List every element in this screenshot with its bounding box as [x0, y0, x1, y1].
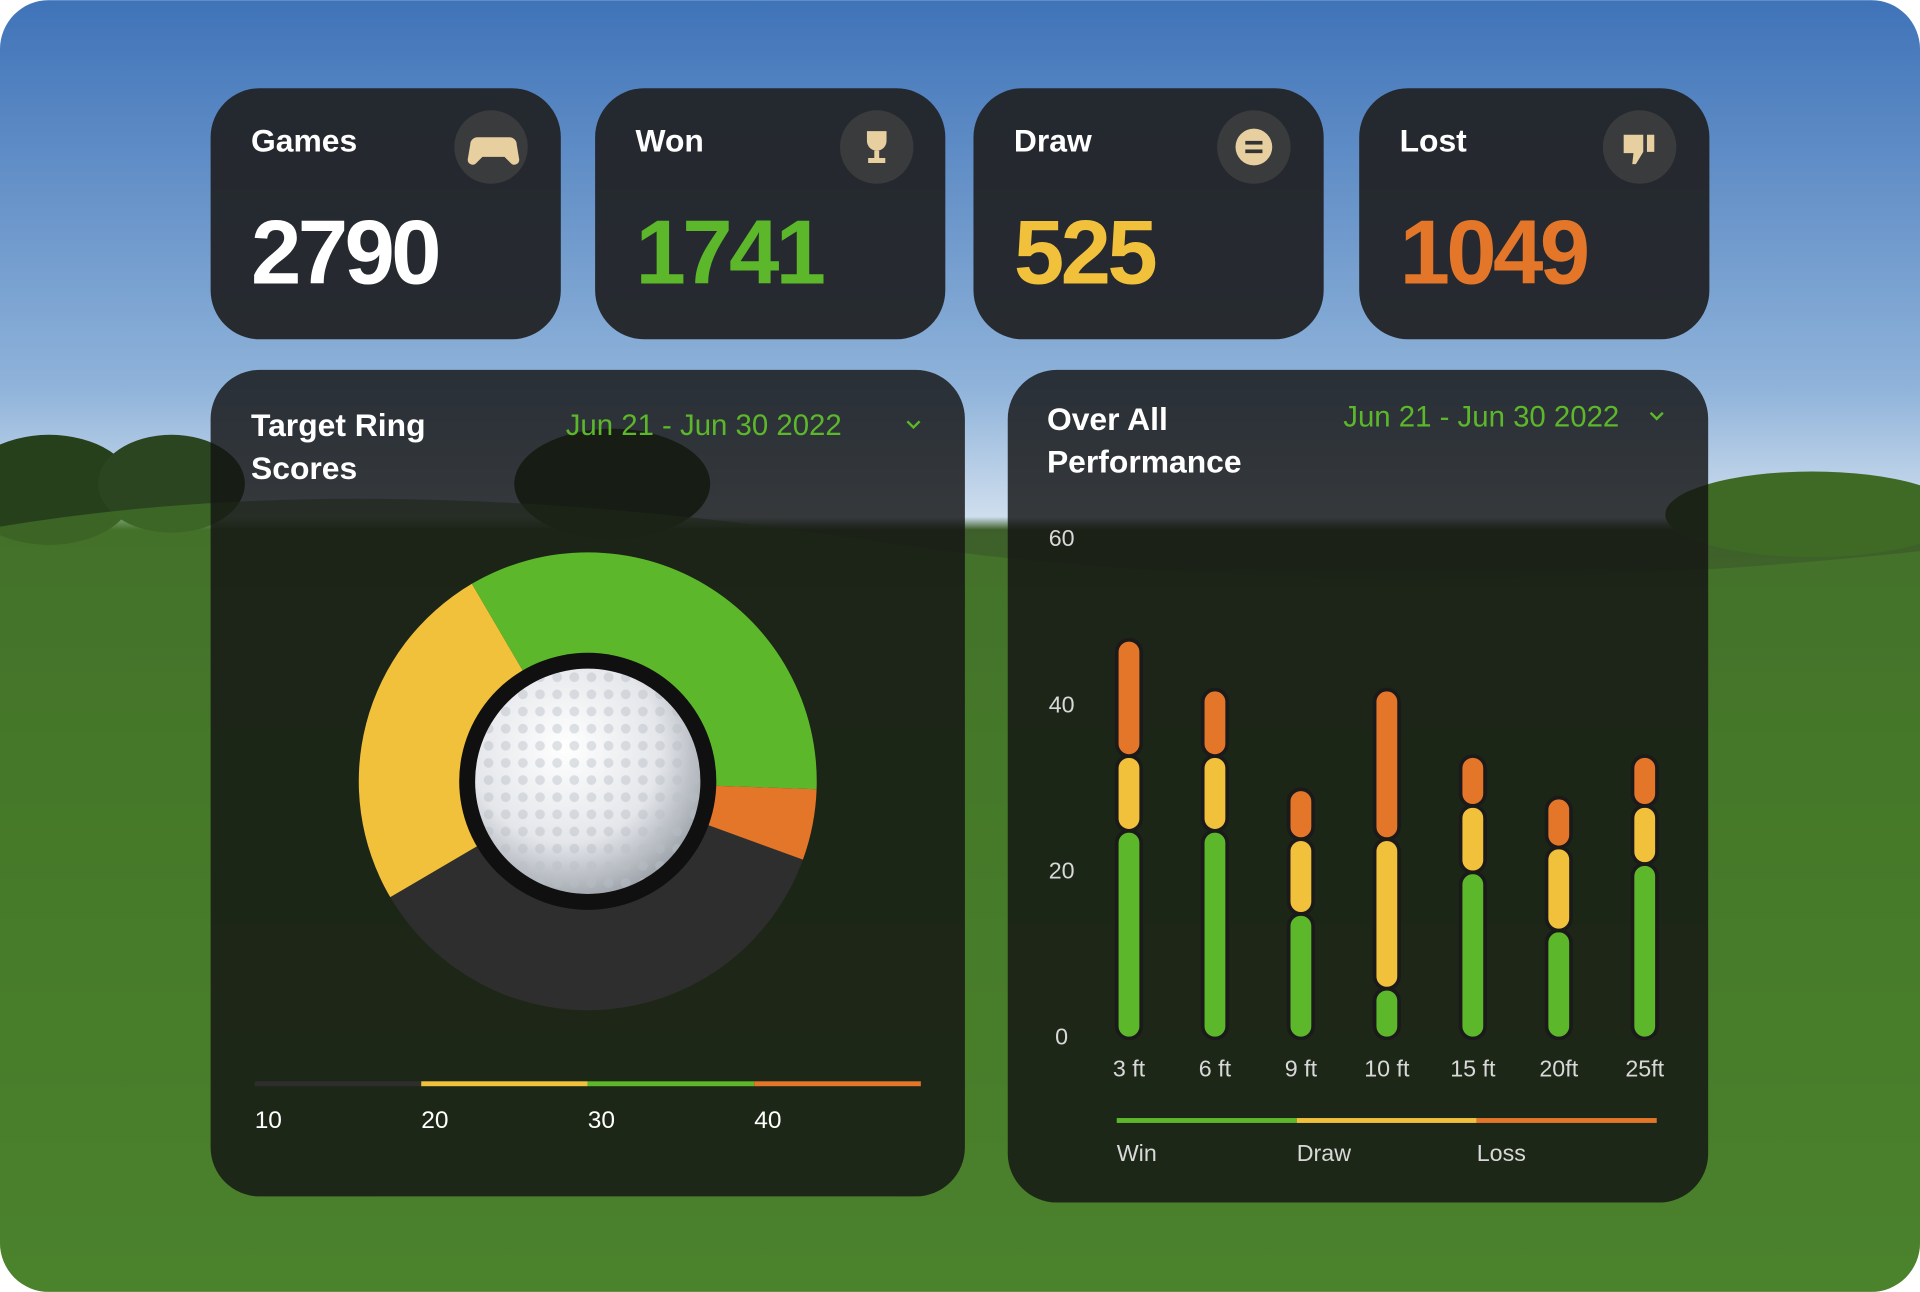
y-tick-label: 60 — [1049, 525, 1075, 551]
icon-equals — [1217, 110, 1291, 184]
bar-segment — [1286, 912, 1315, 1041]
card-value: 1049 — [1400, 203, 1588, 304]
bar-segment — [1286, 837, 1315, 916]
legend-swatch — [1476, 1118, 1657, 1123]
donut-segment — [390, 823, 803, 1011]
card-title: Won — [636, 123, 704, 159]
legend-swatch — [1116, 1118, 1297, 1123]
x-tick-label: 9 ft — [1285, 1055, 1318, 1081]
bar-segment — [1630, 862, 1659, 1041]
bar-segment — [1372, 687, 1401, 841]
panel — [1007, 369, 1709, 1203]
golf-ball-dimples — [475, 668, 701, 894]
card-title: Games — [251, 123, 357, 159]
bar-segment — [1200, 754, 1230, 833]
legend-swatch — [1296, 1118, 1477, 1123]
bar-segment — [1372, 837, 1401, 991]
x-tick-label: 6 ft — [1199, 1055, 1232, 1081]
bar-segment — [1630, 754, 1659, 808]
bar-segment — [1200, 828, 1230, 1041]
card-title: Lost — [1400, 123, 1468, 159]
legend-label: Win — [1117, 1140, 1157, 1166]
legend-swatch — [421, 1081, 588, 1087]
legend-swatch — [587, 1081, 755, 1087]
x-tick-label: 20ft — [1539, 1055, 1578, 1081]
bar-chart: 0 20 40 60 3 ft 6 ft 9 ft 10 ft 15 ft 20ft 25ft Win… — [1049, 525, 1665, 1166]
card-value: 525 — [1014, 203, 1155, 304]
icon-thumbs-down — [1602, 110, 1677, 184]
legend-swatch — [754, 1081, 921, 1087]
bar-segment — [1114, 754, 1144, 833]
bar-segment — [1286, 787, 1315, 841]
legend-label: 10 — [255, 1107, 282, 1134]
card-title: Draw — [1014, 123, 1092, 159]
x-tick-label: 10 ft — [1364, 1055, 1410, 1081]
donut-segment — [702, 785, 817, 860]
dropdown-chevron[interactable] — [1649, 411, 1664, 421]
donut-segment — [358, 583, 526, 898]
x-tick-label: 15 ft — [1450, 1055, 1496, 1081]
y-tick-label: 20 — [1049, 857, 1075, 883]
date-range[interactable]: Jun 21 - Jun 30 2022 — [1343, 401, 1619, 434]
bar-segment — [1458, 870, 1487, 1041]
bar-segment — [1372, 986, 1401, 1041]
legend-swatch — [254, 1081, 422, 1087]
y-tick-label: 0 — [1055, 1024, 1068, 1050]
bar-segment — [1458, 754, 1487, 808]
legend-label: Loss — [1477, 1140, 1526, 1166]
legend-label: 20 — [421, 1107, 448, 1134]
card-value: 2790 — [251, 203, 438, 304]
bar-segment — [1200, 687, 1230, 758]
bar-segment — [1544, 845, 1573, 933]
legend-label: Draw — [1297, 1140, 1351, 1166]
x-tick-label: 25ft — [1625, 1055, 1664, 1081]
legend-label: 40 — [754, 1107, 781, 1134]
icon-gamepad — [454, 110, 528, 184]
panel-title: Target Ring Scores — [251, 406, 426, 487]
dropdown-chevron[interactable] — [906, 420, 921, 430]
x-tick-label: 3 ft — [1113, 1055, 1146, 1081]
panel-title: Over All Performance — [1046, 400, 1242, 481]
panel-title-box: Target Ring Scores — [251, 406, 426, 487]
stat-cards: Games 2790 Won 1741 Draw 525 Lost 1049 — [210, 88, 1710, 340]
bar-segment — [1114, 828, 1144, 1041]
card-value: 1741 — [636, 203, 824, 304]
bar-segment — [1544, 795, 1573, 850]
bar-segment — [1458, 804, 1487, 875]
bar-segment — [1630, 804, 1659, 866]
bar-segment — [1544, 928, 1573, 1041]
icon-trophy — [840, 110, 914, 184]
legend-label: 30 — [588, 1107, 615, 1134]
date-range[interactable]: Jun 21 - Jun 30 2022 — [566, 409, 842, 442]
bar-segment — [1114, 637, 1144, 758]
panel-title-box: Over All Performance — [1046, 400, 1242, 481]
y-tick-label: 40 — [1049, 691, 1075, 717]
